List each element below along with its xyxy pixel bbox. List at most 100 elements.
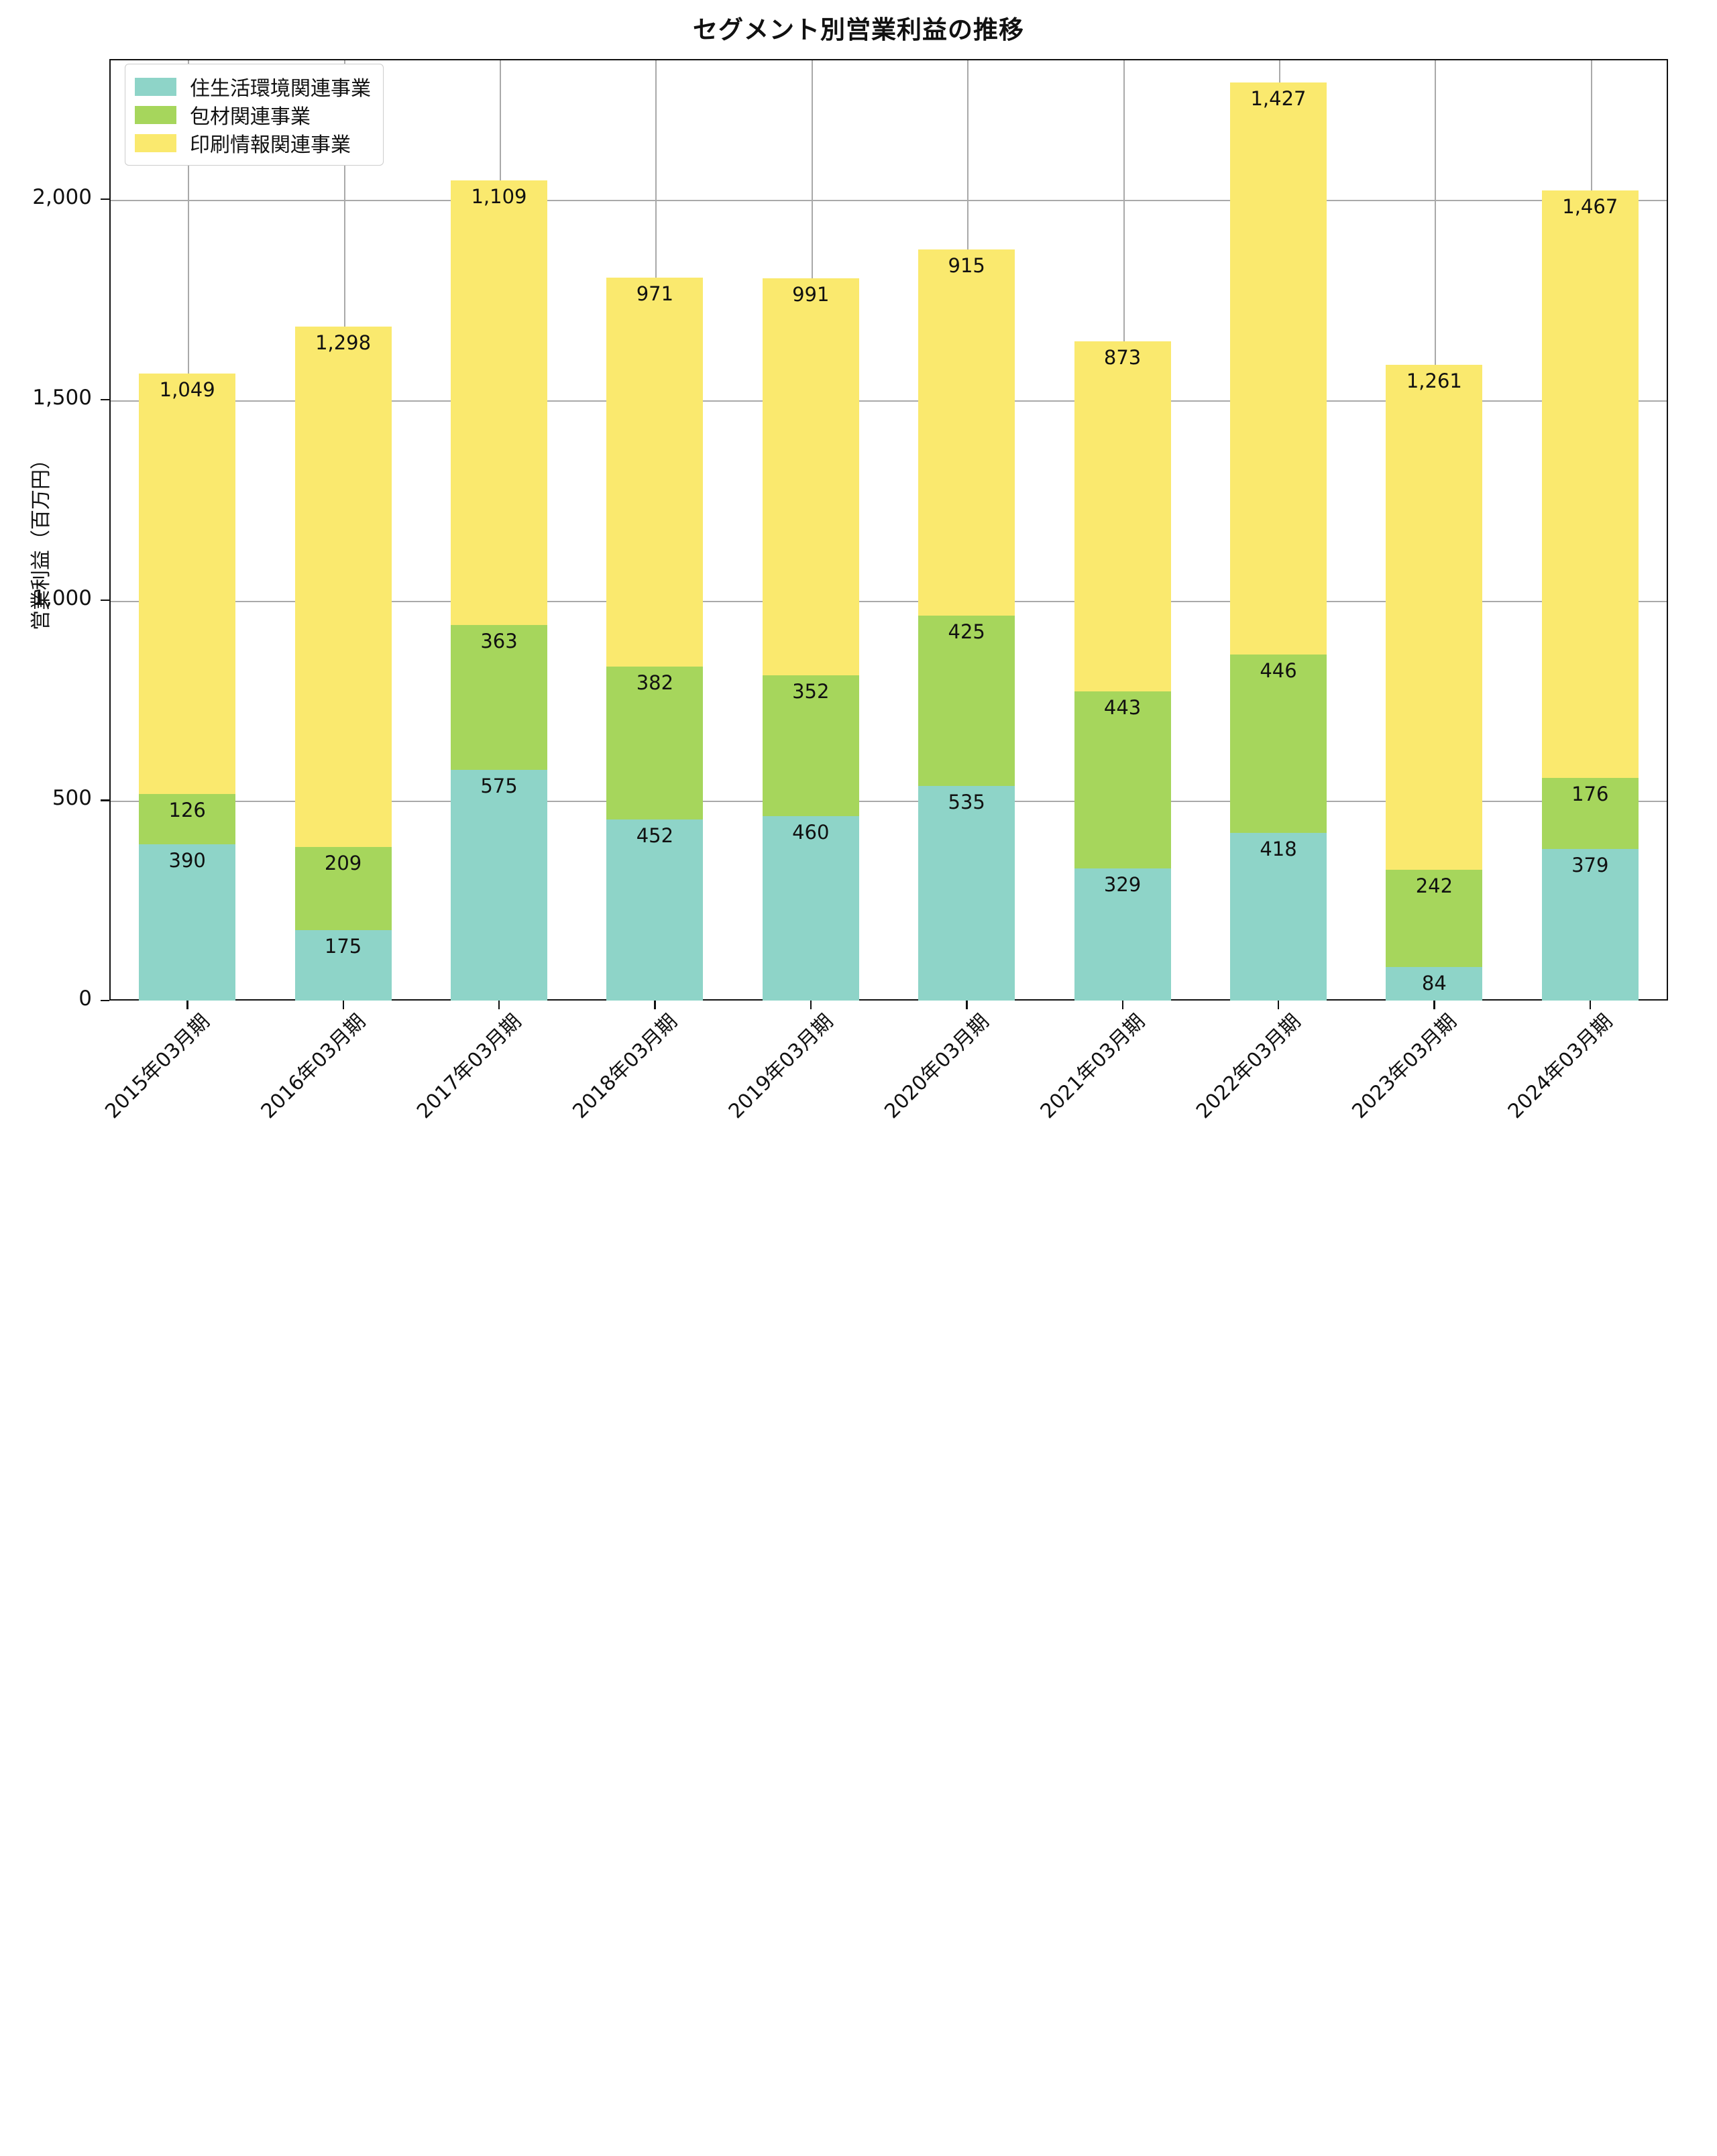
y-tick-mark [101,1000,109,1002]
legend-label: 印刷情報関連事業 [190,133,351,157]
bar-segment[interactable]: 873 [1074,341,1171,691]
bar-segment[interactable]: 452 [606,819,704,1001]
legend-color-swatch [135,105,176,124]
bar-segment[interactable]: 446 [1229,654,1327,834]
legend-item[interactable]: 印刷情報関連事業 [135,129,371,157]
bar-segment[interactable]: 329 [1074,868,1171,1001]
bar-segment[interactable]: 126 [139,793,236,844]
x-tick-label: 2020年03月期 [880,1009,994,1124]
y-tick-mark [101,799,109,801]
bar-segment[interactable]: 1,261 [1386,364,1483,870]
x-tick-mark [966,1001,968,1009]
legend-item[interactable]: 包材関連事業 [135,101,371,129]
bar-segment[interactable]: 176 [1541,778,1639,849]
bar-segment[interactable]: 209 [294,846,392,931]
bar-stack[interactable]: 418 446 1,427 [1229,59,1327,1001]
bar-value-label: 443 [1103,695,1142,719]
bar-value-label: 1,298 [315,331,372,355]
x-tick-mark [1589,1001,1592,1009]
legend-color-swatch [135,77,176,96]
bar-stack[interactable]: 390 126 1,049 [139,59,236,1001]
bar-segment[interactable]: 1,427 [1229,82,1327,655]
bar-value-label: 1,467 [1562,194,1618,218]
x-tick-mark [654,1001,656,1009]
bar-segment[interactable]: 443 [1074,691,1171,869]
bar-value-label: 379 [1571,853,1609,876]
bar-segment[interactable]: 971 [606,277,704,667]
bar-stack[interactable]: 575 363 1,109 [450,59,548,1001]
bar-segment[interactable]: 915 [918,249,1015,616]
bar-value-label: 175 [324,935,362,958]
x-tick-mark [1121,1001,1123,1009]
bar-segment[interactable]: 535 [918,786,1015,1001]
bar-segment[interactable]: 382 [606,666,704,819]
bar-segment[interactable]: 460 [762,816,859,1001]
bar-value-label: 1,427 [1250,87,1307,111]
bar-value-label: 352 [792,679,830,703]
bar-value-label: 84 [1421,971,1447,995]
bar-value-label: 209 [324,851,362,874]
bar-segment[interactable]: 1,467 [1541,190,1639,779]
y-tick-mark [101,198,109,201]
bar-segment[interactable]: 1,109 [450,180,548,625]
bar-segment[interactable]: 425 [918,616,1015,787]
bar-value-label: 1,261 [1406,369,1462,392]
bar-stack[interactable]: 452 382 971 [606,59,704,1001]
y-tick-mark [101,398,109,401]
bar-value-label: 991 [792,282,830,306]
x-tick-label: 2021年03月期 [1036,1009,1150,1124]
x-tick-label: 2016年03月期 [256,1009,371,1124]
y-tick-label: 0 [78,986,92,1011]
bar-segment[interactable]: 363 [450,624,548,771]
y-tick-mark [101,599,109,601]
bar-segment[interactable]: 575 [450,770,548,1001]
bars-layer: 390 126 1,049 175 209 1,298 575 363 1,109 452 382 9… [109,59,1668,1001]
x-tick-mark [1433,1001,1435,1009]
bar-segment[interactable]: 379 [1541,848,1639,1001]
chart-page: セグメント別営業利益の推移 390 126 1,049 175 209 1,298 575 3… [30,15,1668,1124]
bar-segment[interactable]: 418 [1229,833,1327,1001]
bar-value-label: 382 [636,671,674,694]
bar-value-label: 242 [1415,874,1453,898]
bar-stack[interactable]: 460 352 991 [762,59,859,1001]
bar-value-label: 390 [168,848,206,872]
bar-segment[interactable]: 84 [1386,966,1483,1001]
gridline-horizontal [111,801,1667,803]
bar-value-label: 873 [1103,346,1142,370]
bar-value-label: 575 [480,775,518,798]
bar-value-label: 1,109 [471,185,527,209]
bar-value-label: 971 [636,282,674,305]
legend-item[interactable]: 住生活環境関連事業 [135,72,371,101]
bar-stack[interactable]: 84 242 1,261 [1386,59,1483,1001]
x-tick-label: 2017年03月期 [412,1009,527,1124]
bar-value-label: 425 [948,620,985,644]
bar-segment[interactable]: 352 [762,675,859,817]
x-tick-mark [186,1001,188,1009]
chart-title: セグメント別営業利益の推移 [693,15,1024,44]
bar-stack[interactable]: 329 443 873 [1074,59,1171,1001]
bar-stack[interactable]: 379 176 1,467 [1541,59,1639,1001]
legend-color-swatch [135,133,176,152]
y-axis-title: 営業利益（百万円） [30,449,53,630]
legend-label: 住生活環境関連事業 [190,77,371,101]
bar-segment[interactable]: 1,049 [139,373,236,794]
x-tick-label: 2024年03月期 [1503,1009,1618,1124]
y-tick-label: 500 [52,786,92,811]
bar-stack[interactable]: 535 425 915 [918,59,1015,1001]
x-tick-label: 2023年03月期 [1347,1009,1461,1124]
bar-segment[interactable]: 242 [1386,870,1483,967]
bar-segment[interactable]: 390 [139,844,236,1001]
bar-value-label: 452 [636,824,674,847]
y-tick-label: 1,500 [32,385,92,410]
gridline-horizontal [111,200,1667,202]
bar-segment[interactable]: 1,298 [294,327,392,847]
x-tick-mark [342,1001,344,1009]
bar-value-label: 418 [1260,838,1297,861]
x-tick-label: 2015年03月期 [101,1009,215,1124]
gridline-horizontal [111,400,1667,402]
x-tick-mark [810,1001,812,1009]
bar-segment[interactable]: 991 [762,278,859,675]
bar-stack[interactable]: 175 209 1,298 [294,59,392,1001]
bar-segment[interactable]: 175 [294,930,392,1001]
y-tick-label: 1,000 [32,585,92,610]
